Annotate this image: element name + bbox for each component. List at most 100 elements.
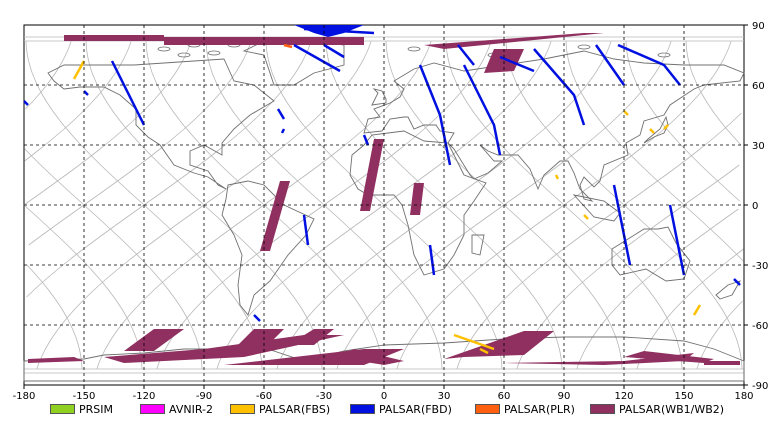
lon-tick-label: 180 [734,391,753,402]
legend-label-prsim: PRSIM [79,402,113,416]
fbd-swath [533,48,586,126]
wb-swath [410,183,424,215]
coastline [611,226,691,282]
legend-swatch-palsar-plr [475,404,500,414]
wb-swath [424,33,604,49]
coastline [371,88,387,106]
wb-swath [360,139,384,211]
orbit-track [28,40,744,370]
lat-tick-label: -60 [752,321,768,332]
fbd-swath [733,278,741,286]
orbit-track [23,40,739,370]
lon-tick-label: 30 [438,391,451,402]
legend-item-avnir2: AVNIR-2 [140,400,213,418]
lat-tick-label: -30 [752,261,768,272]
legend-item-palsar-wb: PALSAR(WB1/WB2) [590,400,724,418]
wb-swath [124,329,184,351]
wb-swath [104,335,344,363]
fbd-swath [293,43,341,73]
coastline [577,44,591,50]
lat-tick-label: 30 [752,141,765,152]
legend-label-avnir2: AVNIR-2 [169,402,213,416]
wb-swath [624,351,714,363]
lat-tick-label: -90 [752,381,768,392]
coastline [207,50,221,56]
coastline [47,58,275,190]
coastline [349,130,487,276]
orbit-track [26,40,744,370]
wb-swath [64,35,164,41]
fbs-swath [479,347,489,355]
legend-item-palsar-fbs: PALSAR(FBS) [230,400,330,418]
lat-tick-label: 60 [752,81,765,92]
fbd-swath [294,25,364,37]
fbd-swath [418,64,452,166]
lon-tick-label: 90 [558,391,571,402]
wb-swath [704,361,740,365]
wb-swath [28,357,84,363]
fbd-swath [83,90,89,96]
coastline [471,234,485,256]
fbs-swath [663,124,669,130]
legend-item-prsim: PRSIM [50,400,113,418]
coastline [177,52,191,58]
fbs-swath [453,333,495,351]
coastline [657,52,671,58]
fbd-swath [362,134,370,146]
legend-swatch-palsar-wb [590,404,615,414]
legend-swatch-prsim [50,404,75,414]
fbd-swath [323,43,345,59]
fbd-swath [612,184,632,266]
legend-swatch-avnir2 [140,404,165,414]
fbs-swath [583,214,589,220]
fbd-swath [457,44,475,66]
legend-label-palsar-plr: PALSAR(PLR) [504,402,575,416]
fbd-swath [253,314,261,322]
wb-swath [260,181,290,251]
legend-item-palsar-fbd: PALSAR(FBD) [350,400,452,418]
lon-tick-label: -150 [73,391,96,402]
legend-swatch-palsar-fbd [350,404,375,414]
coastline [157,46,171,52]
fbd-swath [110,60,146,126]
lon-tick-label: 0 [381,391,387,402]
graticule [24,25,744,385]
legend-label-palsar-fbs: PALSAR(FBS) [259,402,331,416]
fbd-swath [668,204,686,276]
orbit-track [25,40,742,370]
fbs-swath [554,174,560,180]
legend-swatch-palsar-fbs [230,404,255,414]
observation-swaths [23,25,741,365]
fbd-swath [302,214,310,246]
lon-tick-label: 120 [614,391,633,402]
plr-swath [283,43,293,49]
legend: PRSIM AVNIR-2 PALSAR(FBS) PALSAR(FBD) PA… [50,400,770,418]
fbd-swath [428,244,436,276]
wb-swath [238,329,284,345]
lon-tick-label: -60 [256,391,272,402]
axis-tick-labels: -180 -150 -120 -90 -60 -30 0 30 60 90 120 150 180 90 6… [13,21,769,402]
legend-item-palsar-plr: PALSAR(PLR) [475,400,575,418]
fbd-swath [594,44,626,86]
wb-swath [334,349,404,365]
fbs-swath [72,60,86,80]
fbs-swath [692,304,702,316]
lon-tick-label: -30 [316,391,332,402]
lon-tick-label: 60 [498,391,511,402]
fbs-swath [623,110,629,116]
fbd-swath [280,128,286,134]
legend-label-palsar-fbd: PALSAR(FBD) [379,402,452,416]
wb-swath [404,331,554,363]
fbd-swath [617,43,681,86]
lat-tick-label: 0 [752,201,758,212]
lon-tick-label: -90 [196,391,212,402]
fbd-swath [23,100,29,106]
fbd-swath [276,108,286,120]
wb-swath [504,353,694,365]
coastline [643,115,669,144]
legend-label-palsar-wb: PALSAR(WB1/WB2) [619,402,725,416]
coastline [715,280,741,300]
lon-tick-label: -120 [133,391,156,402]
lon-tick-label: 150 [674,391,693,402]
